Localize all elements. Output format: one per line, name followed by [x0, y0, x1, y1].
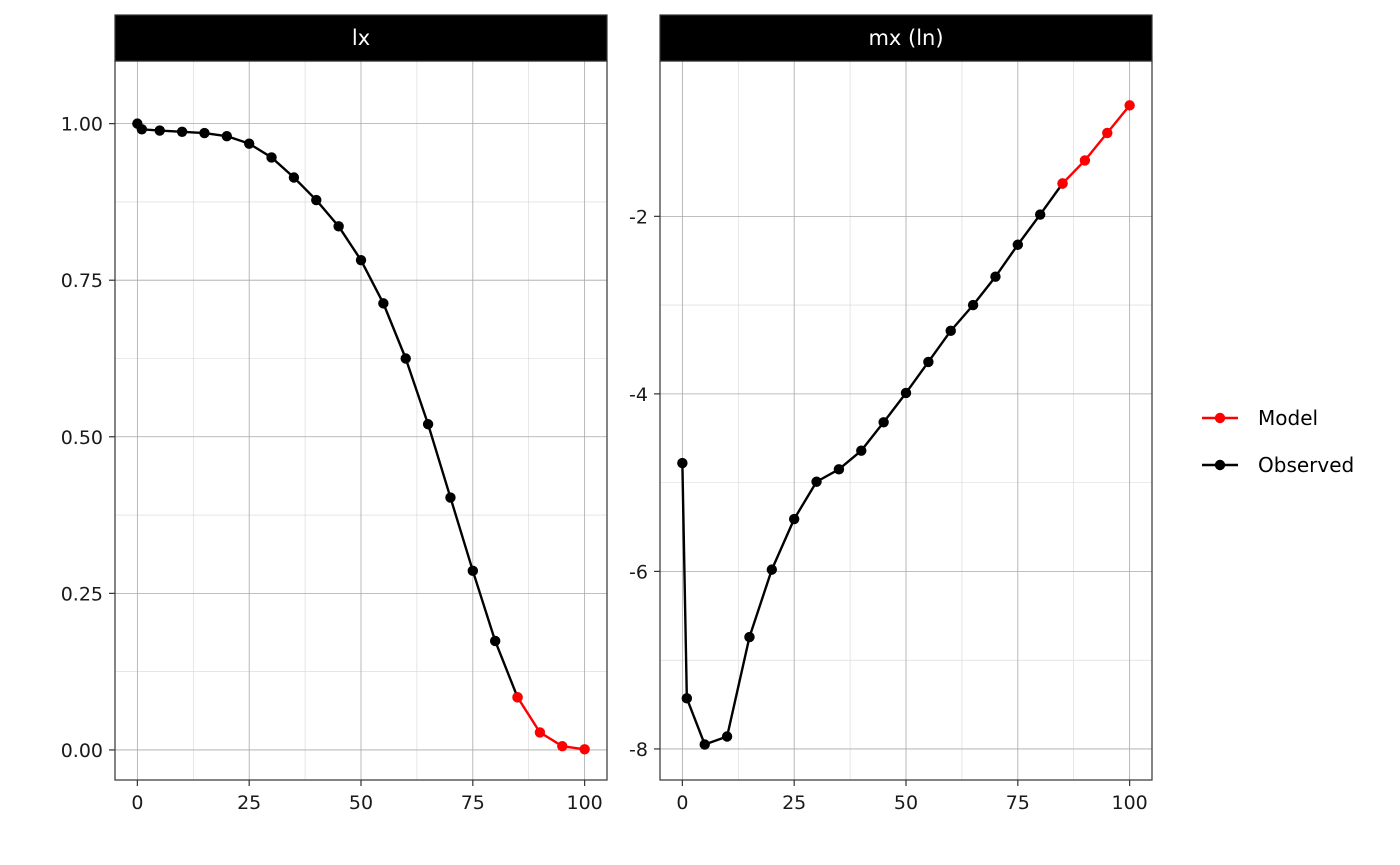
facet-strip-title: mx (ln) [868, 26, 943, 50]
observed-data-point [400, 353, 411, 364]
observed-data-point [199, 127, 210, 139]
legend-item-observed: Observed [1202, 453, 1354, 477]
model-data-point [1102, 127, 1113, 139]
legend-key-point [1214, 412, 1226, 424]
legend-item-model: Model [1202, 406, 1318, 430]
observed-data-point [945, 325, 956, 337]
x-tick-label: 75 [461, 792, 485, 814]
observed-data-point [378, 298, 389, 309]
x-tick-label: 50 [349, 792, 373, 814]
model-data-point [534, 727, 546, 738]
x-tick-label: 25 [237, 792, 261, 814]
legend-key-point [1214, 459, 1226, 471]
y-tick-label: 0.25 [61, 583, 103, 605]
observed-data-point [1012, 239, 1024, 250]
observed-data-point [333, 221, 344, 232]
x-tick-label: 0 [676, 792, 688, 814]
observed-data-point [721, 731, 733, 742]
observed-data-point [445, 492, 456, 503]
y-tick-label: -2 [629, 206, 648, 228]
model-data-point [1124, 100, 1135, 111]
observed-data-point [136, 124, 148, 135]
model-series-line [516, 696, 585, 751]
observed-data-point [833, 464, 845, 475]
legend-label-observed: Observed [1258, 453, 1354, 477]
model-data-point [579, 744, 590, 755]
y-tick-label: -6 [629, 561, 648, 583]
observed-data-point [176, 126, 188, 137]
observed-data-point [744, 631, 755, 643]
observed-data-point [923, 356, 934, 368]
model-series-line [1061, 104, 1131, 185]
observed-data-point [967, 299, 979, 311]
y-tick-label: -4 [629, 384, 648, 406]
x-tick-label: 0 [131, 792, 143, 814]
observed-data-point [788, 513, 800, 525]
x-tick-label: 100 [1112, 792, 1148, 814]
observed-data-point [221, 130, 233, 142]
legend-label-model: Model [1258, 406, 1318, 430]
observed-data-point [699, 739, 710, 750]
observed-data-point [990, 271, 1001, 282]
observed-data-point [811, 476, 822, 487]
x-tick-label: 100 [567, 792, 603, 814]
observed-data-point [422, 419, 434, 430]
observed-data-point [677, 457, 688, 469]
y-tick-label: 1.00 [61, 114, 103, 136]
y-tick-label: -8 [629, 739, 648, 761]
observed-data-point [1034, 209, 1046, 220]
panel-2: mx (ln) 0 25 50 75 100 -8 -6 -4 -2 [629, 14, 1153, 814]
observed-data-point [489, 635, 501, 647]
observed-data-point [681, 693, 693, 704]
x-tick-label: 75 [1006, 792, 1030, 814]
observed-data-point [878, 417, 889, 428]
model-data-point [512, 692, 523, 703]
model-data-point [557, 740, 568, 752]
observed-data-point [766, 564, 778, 575]
observed-data-point [154, 125, 165, 136]
observed-data-point [288, 172, 300, 183]
observed-data-point [900, 387, 912, 399]
observed-data-point [311, 194, 322, 206]
facet-strip [114, 14, 608, 62]
observed-data-point [467, 565, 479, 577]
panel-1: lx 0 25 50 75 100 0.00 0.25 0.50 0.75 1.00 [61, 14, 608, 814]
y-tick-label: 0.75 [61, 270, 103, 292]
facet-strip-title: lx [352, 26, 370, 50]
y-tick-label: 0.50 [61, 427, 103, 449]
model-data-point [1079, 155, 1091, 166]
observed-data-point [355, 254, 367, 266]
x-tick-label: 25 [782, 792, 806, 814]
facet-strip [659, 14, 1153, 62]
legend: Model Observed [1202, 406, 1354, 477]
observed-data-point [243, 138, 255, 149]
x-tick-label: 50 [894, 792, 918, 814]
model-data-point [1057, 178, 1068, 189]
observed-data-point [266, 152, 277, 163]
y-tick-label: 0.00 [61, 740, 103, 762]
observed-data-point [856, 445, 867, 456]
